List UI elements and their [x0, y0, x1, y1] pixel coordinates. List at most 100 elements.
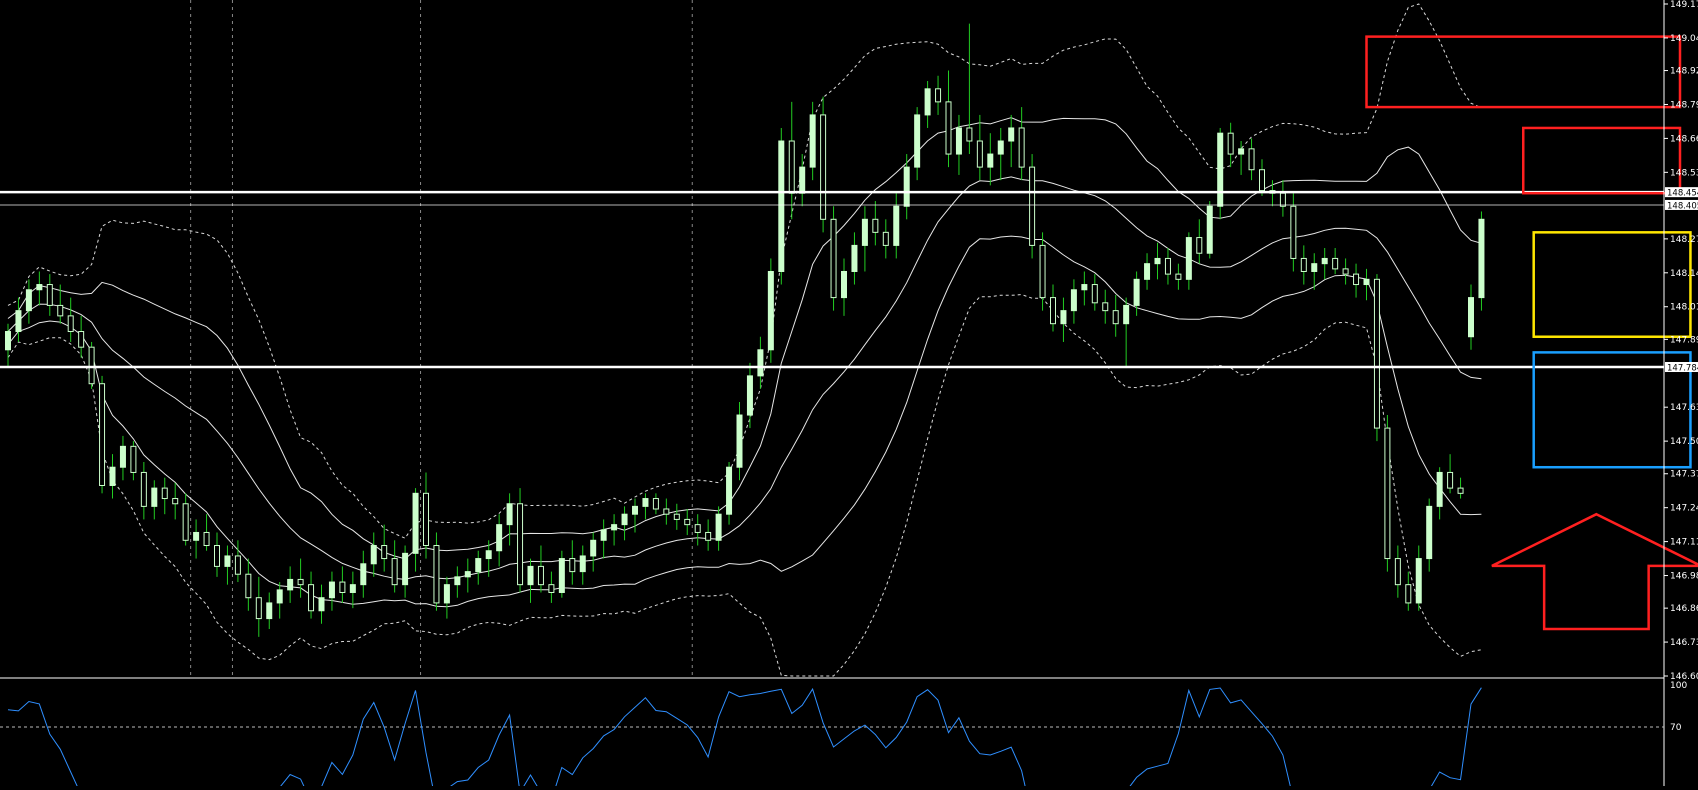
price-tick-label: 146.730 — [1670, 638, 1698, 648]
candle-body — [518, 504, 523, 585]
candle-body — [413, 493, 418, 553]
candle-body — [340, 582, 345, 592]
candle-body — [1260, 170, 1265, 191]
candle-body — [476, 559, 481, 572]
candle-body — [622, 514, 627, 524]
candle-body — [1354, 274, 1359, 284]
candle-body — [141, 472, 146, 506]
candle-body — [779, 141, 784, 271]
candle-body — [915, 115, 920, 167]
candle-body — [1103, 303, 1108, 311]
candle-body — [1385, 428, 1390, 558]
candle-body — [1165, 258, 1170, 274]
candle-body — [204, 532, 209, 545]
candle-body — [434, 546, 439, 603]
candle-body — [570, 559, 575, 572]
candle — [1374, 274, 1379, 441]
candle-body — [1040, 245, 1045, 297]
candle — [1385, 415, 1390, 572]
candle-body — [298, 579, 303, 584]
candle-body — [1427, 506, 1432, 558]
candle-body — [1469, 298, 1474, 337]
candle-body — [852, 245, 857, 271]
candle-body — [1082, 285, 1087, 290]
candle-body — [894, 206, 899, 245]
candle-body — [1416, 559, 1421, 603]
candle-body — [810, 115, 815, 167]
candle-body — [26, 290, 31, 311]
price-tick-label: 147.890 — [1670, 335, 1698, 345]
candle-body — [862, 219, 867, 245]
candle-body — [6, 332, 11, 350]
candle-body — [1145, 264, 1150, 280]
candle-body — [1051, 298, 1056, 324]
candle-body — [1343, 269, 1348, 274]
candle-body — [737, 415, 742, 467]
candle-body — [946, 102, 951, 154]
candle-body — [1176, 274, 1181, 279]
candle — [768, 258, 773, 362]
candle-body — [1280, 193, 1285, 206]
candle-body — [1406, 585, 1411, 603]
candle-body — [1092, 285, 1097, 303]
candle-body — [716, 514, 721, 540]
candle-body — [831, 219, 836, 297]
candle-body — [392, 559, 397, 585]
candle-body — [173, 499, 178, 504]
candle-body — [633, 506, 638, 514]
candle-body — [977, 141, 982, 167]
candle-body — [131, 446, 136, 472]
candle-body — [183, 504, 188, 541]
price-tick-label: 147.500 — [1670, 437, 1698, 447]
candle-body — [1197, 238, 1202, 254]
price-tick-label: 148.145 — [1670, 269, 1698, 279]
price-tick-label: 147.630 — [1670, 403, 1698, 413]
candle-body — [580, 556, 585, 572]
candle-body — [424, 493, 429, 545]
candle-body — [549, 585, 554, 593]
candle — [831, 206, 836, 310]
candle-body — [68, 316, 73, 332]
candle-body — [47, 285, 52, 306]
candle-body — [747, 376, 752, 415]
price-tick-label: 146.860 — [1670, 604, 1698, 614]
candle-body — [246, 574, 251, 597]
candle-body — [1218, 133, 1223, 206]
price-tick-label: 148.920 — [1670, 67, 1698, 77]
candle-body — [643, 499, 648, 507]
candle — [1207, 201, 1212, 258]
candle-body — [821, 115, 826, 219]
candle-body — [601, 530, 606, 540]
candle-body — [1071, 290, 1076, 311]
candle-body — [497, 525, 502, 551]
candle-body — [1061, 311, 1066, 324]
candle-body — [89, 347, 94, 384]
price-tick-label: 148.790 — [1670, 100, 1698, 110]
candle-body — [225, 556, 230, 566]
price-tick-label: 147.375 — [1670, 470, 1698, 480]
candle-body — [685, 519, 690, 524]
candle-body — [1134, 279, 1139, 305]
price-line-label: 147.784 — [1667, 364, 1698, 374]
candle-body — [1009, 128, 1014, 141]
candle-body — [110, 467, 115, 485]
candle-body — [559, 559, 564, 593]
candle-body — [925, 89, 930, 115]
candle-body — [382, 546, 387, 559]
candle-body — [79, 332, 84, 348]
price-tick-label: 147.245 — [1670, 504, 1698, 514]
candle-body — [1030, 167, 1035, 245]
candle-body — [1374, 279, 1379, 428]
candle-body — [1364, 279, 1369, 284]
oscillator-tick-label: 70 — [1670, 723, 1682, 733]
candle — [779, 128, 784, 285]
candle-body — [215, 546, 220, 567]
candle-body — [1249, 149, 1254, 170]
price-tick-label: 147.115 — [1670, 538, 1698, 548]
candle-body — [1312, 264, 1317, 272]
candle-body — [988, 154, 993, 167]
candle-body — [329, 582, 334, 598]
candle — [1479, 211, 1484, 310]
